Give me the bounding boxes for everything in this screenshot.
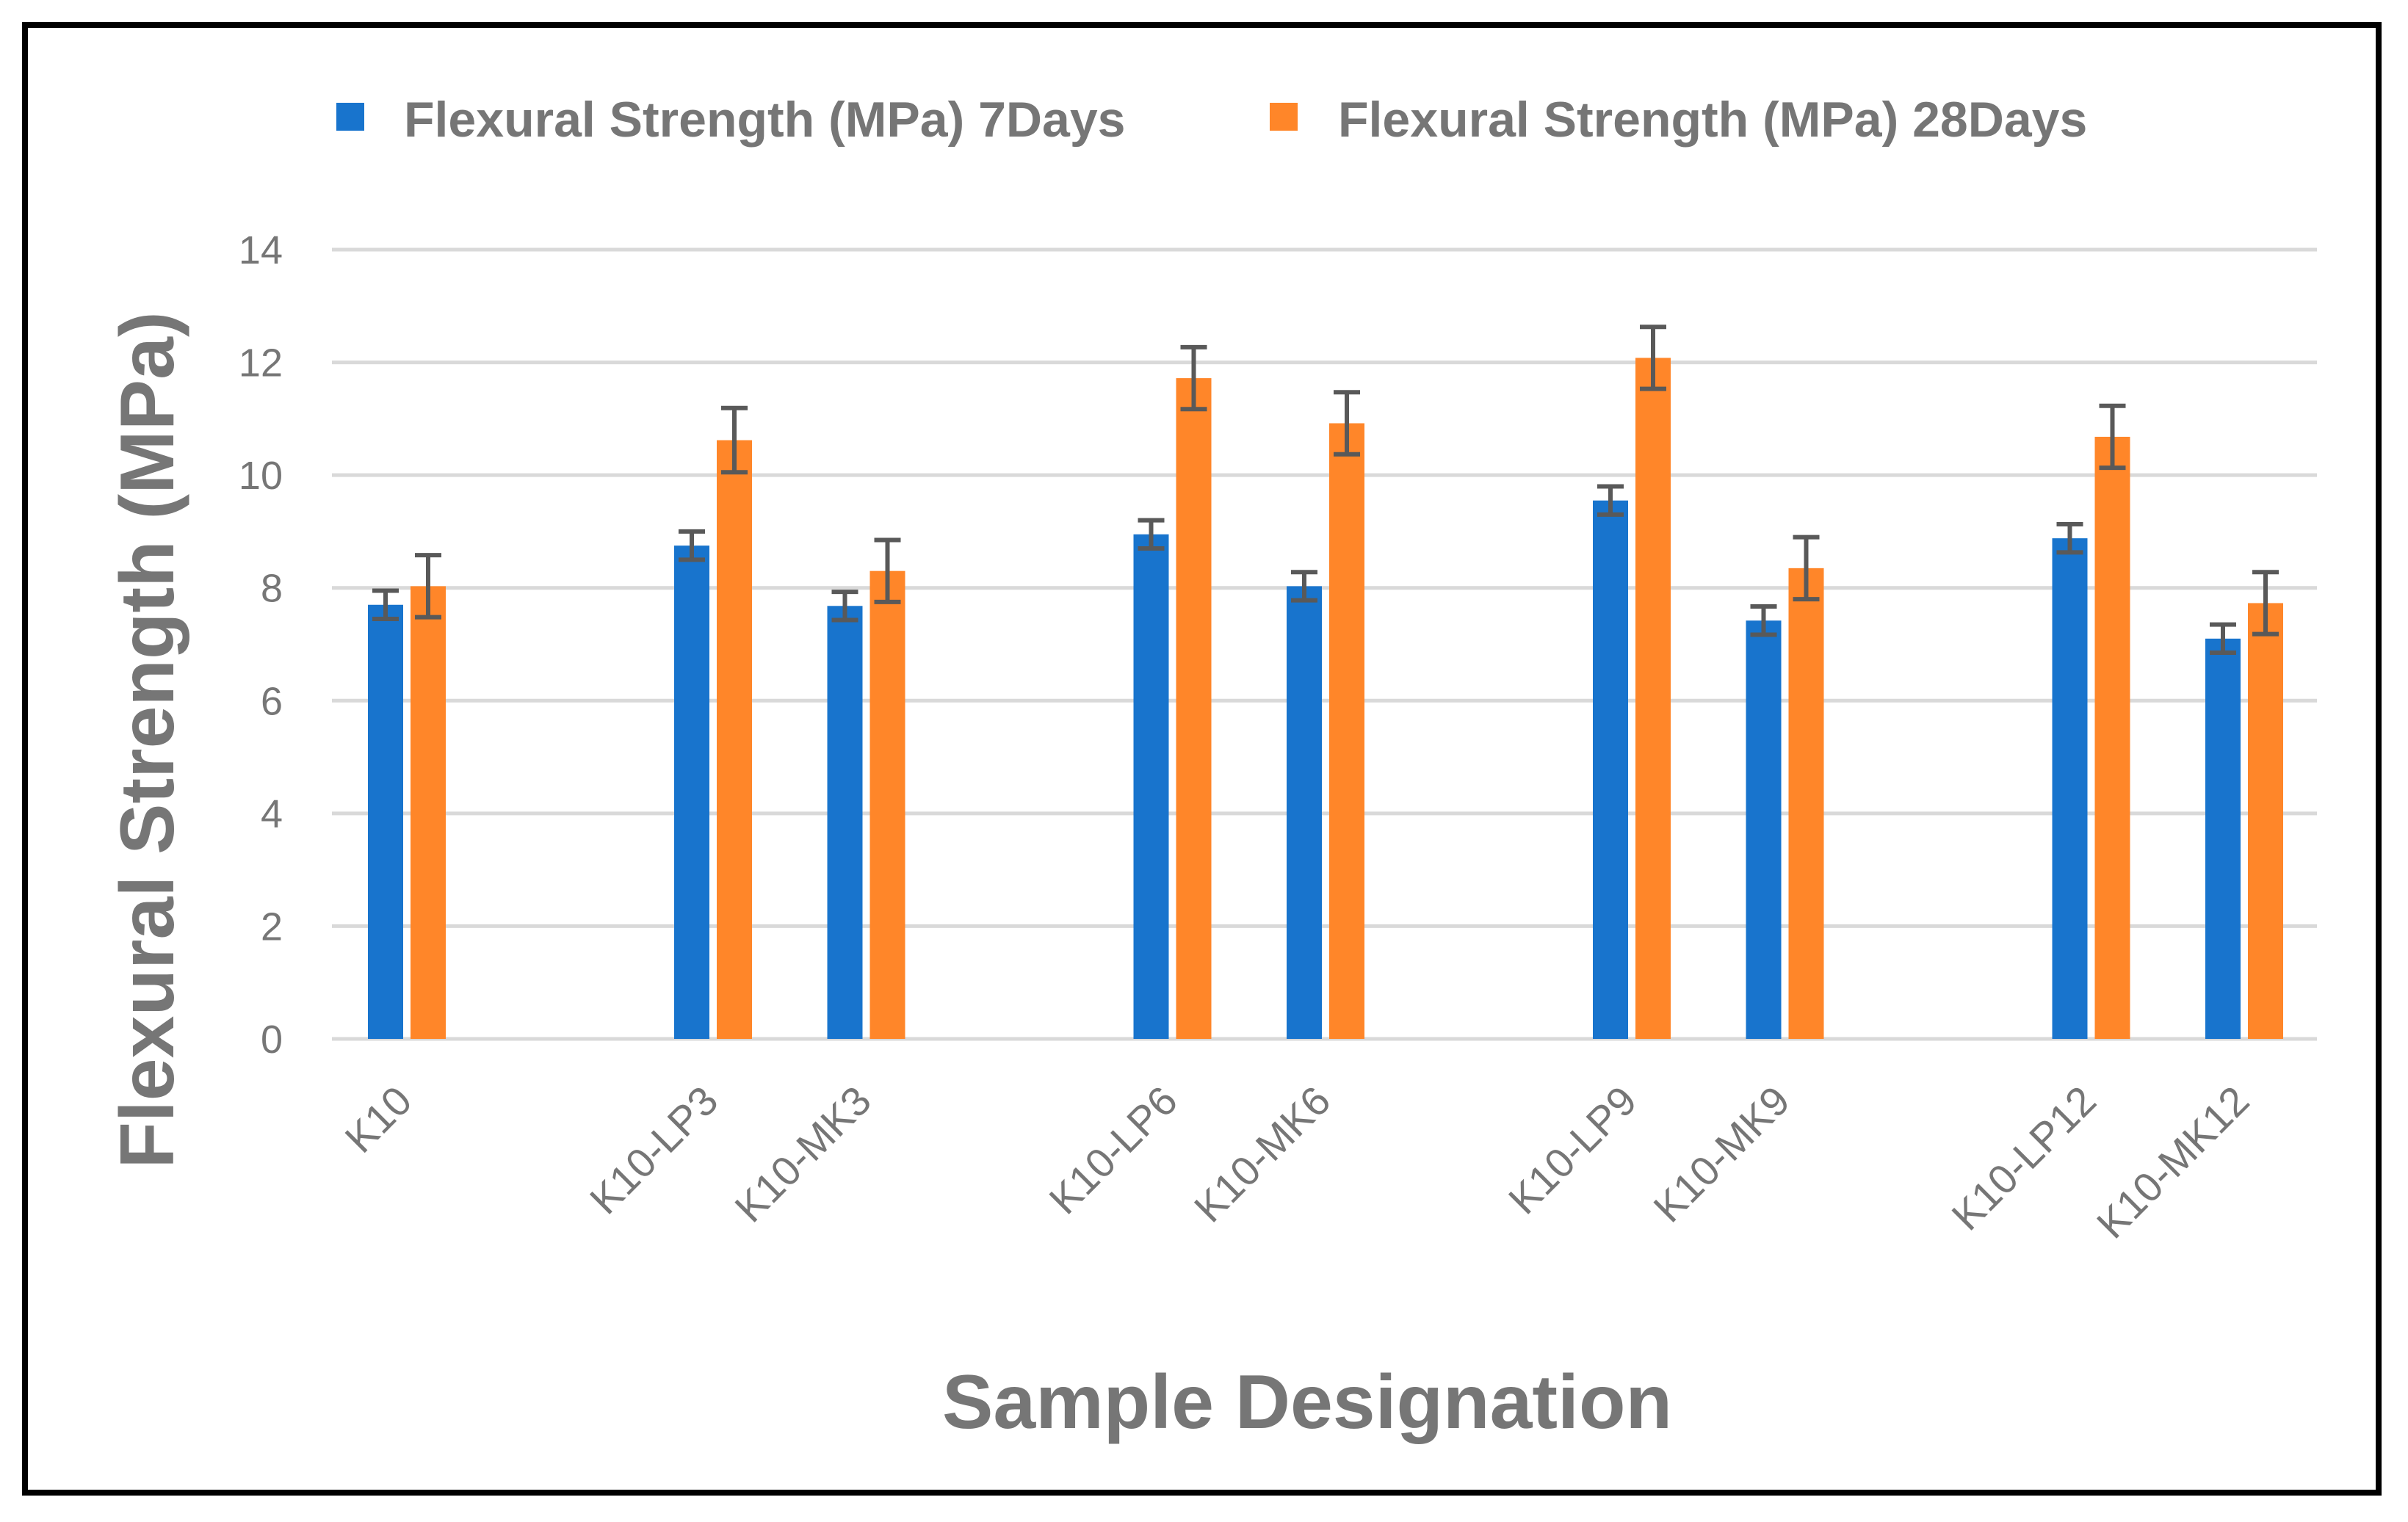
bars [368, 358, 2283, 1039]
legend-label-7days: Flexural Strength (MPa) 7Days [404, 92, 1125, 148]
x-tick-label-K10-MK12: K10-MK12 [2088, 1077, 2258, 1247]
legend: Flexural Strength (MPa) 7Days Flexural S… [336, 92, 2087, 148]
bar-K10-MK6-7days [1287, 586, 1322, 1039]
error-bar-K10-LP3-28days [721, 405, 748, 475]
bar-K10-MK9-28days [1788, 568, 1824, 1039]
bar-K10-LP9-7days [1593, 500, 1628, 1039]
bar-K10-LP12-28days [2094, 436, 2130, 1039]
bar-K10-7days [368, 604, 403, 1039]
bar-K10-MK3-28days [869, 570, 905, 1039]
x-axis-title: Sample Designation [942, 1360, 1672, 1445]
legend-swatch-28days [1270, 103, 1298, 131]
error-bar-K10-LP3-7days [679, 529, 705, 562]
error-bar-K10-MK12-7days [2210, 622, 2236, 656]
error-bar-K10-LP12-7days [2056, 521, 2083, 555]
error-bar-K10-LP6-28days [1180, 344, 1207, 412]
x-tick-label-K10-LP12: K10-LP12 [1942, 1077, 2105, 1239]
gridlines [332, 247, 2317, 1041]
error-bar-K10-7days [372, 588, 399, 621]
x-tick-label-K10-LP9: K10-LP9 [1500, 1077, 1646, 1223]
x-tick-label-K10-LP6: K10-LP6 [1040, 1077, 1186, 1223]
bar-K10-MK6-28days [1329, 423, 1364, 1039]
x-tick-label-K10-LP3: K10-LP3 [581, 1077, 727, 1223]
bar-K10-LP9-28days [1635, 358, 1671, 1039]
y-tick-label-6: 6 [261, 679, 283, 723]
bar-K10-MK3-7days [827, 606, 863, 1039]
x-tick-label-K10: K10 [336, 1077, 420, 1162]
error-bar-K10-LP6-7days [1138, 518, 1165, 551]
error-bar-K10-MK6-28days [1334, 390, 1360, 457]
y-tick-labels: 0 2 4 6 8 10 12 14 [239, 228, 283, 1062]
error-bar-K10-MK9-28days [1793, 534, 1820, 602]
y-tick-label-12: 12 [239, 341, 283, 385]
y-tick-label-2: 2 [261, 905, 283, 949]
bar-K10-MK12-28days [2248, 603, 2283, 1039]
error-bar-K10-LP12-28days [2099, 403, 2126, 471]
y-tick-label-8: 8 [261, 567, 283, 611]
bar-K10-LP6-7days [1133, 534, 1169, 1039]
error-bar-K10-MK12-28days [2252, 570, 2279, 637]
error-bar-K10-MK9-7days [1750, 604, 1777, 637]
bar-K10-MK9-7days [1746, 620, 1782, 1039]
y-axis-title: Flexural Strength (MPa) [105, 311, 190, 1168]
error-bar-K10-LP9-7days [1597, 484, 1624, 517]
bar-K10-LP3-28days [717, 440, 752, 1039]
bar-K10-LP6-28days [1176, 378, 1212, 1039]
y-tick-label-14: 14 [239, 228, 283, 272]
error-bar-K10-MK3-28days [874, 537, 901, 604]
x-tick-label-K10-MK6: K10-MK6 [1185, 1077, 1339, 1231]
legend-label-28days: Flexural Strength (MPa) 28Days [1338, 92, 2087, 148]
error-bar-K10-MK6-7days [1291, 570, 1317, 603]
y-tick-label-0: 0 [261, 1018, 283, 1062]
x-tick-label-K10-MK9: K10-MK9 [1644, 1077, 1798, 1231]
error-bar-K10-28days [415, 553, 441, 620]
bar-K10-28days [411, 586, 446, 1039]
bar-K10-LP3-7days [674, 546, 709, 1039]
legend-swatch-7days [336, 103, 364, 131]
y-tick-label-4: 4 [261, 792, 283, 836]
error-bar-K10-MK3-7days [831, 590, 858, 623]
bar-K10-LP12-7days [2052, 538, 2088, 1039]
y-tick-label-10: 10 [239, 454, 283, 498]
x-tick-label-K10-MK3: K10-MK3 [726, 1077, 880, 1231]
error-bar-K10-LP9-28days [1640, 325, 1666, 391]
error-bars [372, 325, 2279, 656]
bar-K10-MK12-7days [2205, 638, 2241, 1039]
